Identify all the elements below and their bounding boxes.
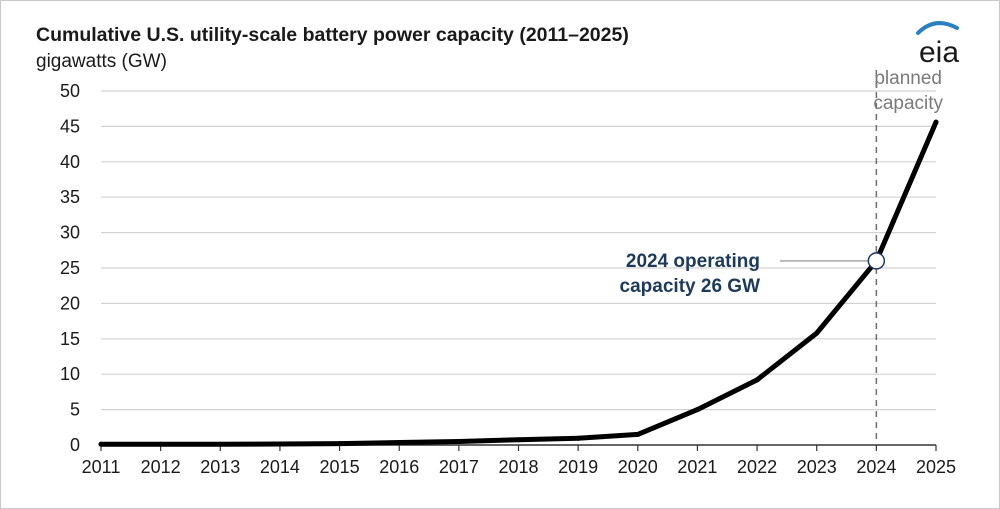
x-tick-label: 2020 [618, 457, 658, 477]
y-tick-label: 5 [70, 400, 80, 420]
y-tick-label: 15 [60, 329, 80, 349]
x-tick-label: 2013 [200, 457, 240, 477]
x-tick-label: 2021 [677, 457, 717, 477]
annotation-line-2: capacity 26 GW [620, 276, 761, 297]
y-tick-label: 40 [60, 152, 80, 172]
y-tick-label: 0 [70, 435, 80, 455]
x-tick-label: 2025 [916, 457, 956, 477]
x-axis-ticks: 2011 2012 2013 2014 2015 2016 2017 2018 2019 2020… [82, 445, 956, 477]
eia-logo-text: eia [919, 36, 959, 69]
x-tick-label: 2024 [856, 457, 896, 477]
y-tick-label: 50 [60, 81, 80, 101]
capacity-series-line [98, 119, 939, 447]
planned-label-line-1: planned [874, 68, 942, 89]
unit-label: gigawatts (GW) [36, 51, 167, 72]
x-tick-label: 2017 [439, 457, 479, 477]
data-point [516, 437, 521, 443]
data-point [277, 441, 283, 447]
data-point [814, 330, 820, 336]
eia-logo-arc [916, 21, 959, 35]
data-point [694, 407, 700, 413]
y-tick-label: 25 [60, 258, 80, 278]
eia-logo: eia [916, 21, 959, 69]
y-tick-label: 20 [60, 293, 80, 313]
x-tick-label: 2019 [558, 457, 598, 477]
data-point [158, 441, 164, 447]
data-point [933, 119, 939, 125]
data-point [217, 441, 223, 447]
y-tick-label: 45 [60, 116, 80, 136]
x-tick-label: 2016 [379, 457, 419, 477]
y-axis-ticks: 0 5 10 15 20 25 30 35 40 45 50 [60, 81, 80, 455]
x-tick-label: 2023 [797, 457, 837, 477]
y-tick-label: 30 [60, 223, 80, 243]
data-point [754, 377, 760, 383]
annotation-marker [867, 252, 886, 270]
data-points [98, 119, 939, 447]
x-tick-label: 2011 [82, 457, 121, 477]
x-tick-label: 2018 [498, 457, 538, 477]
x-tick-label: 2012 [141, 457, 181, 477]
y-tick-label: 10 [60, 364, 80, 384]
data-point [575, 435, 581, 441]
data-point [456, 438, 462, 444]
annotation-line-1: 2024 operating [626, 251, 760, 272]
y-tick-label: 35 [60, 187, 80, 207]
data-point [396, 440, 402, 446]
data-point [635, 431, 641, 437]
data-point [337, 441, 343, 447]
chart-title: Cumulative U.S. utility-scale battery po… [36, 24, 629, 46]
gridlines [101, 90, 936, 446]
x-tick-label: 2014 [260, 457, 300, 477]
x-tick-label: 2022 [737, 457, 777, 477]
data-point [98, 441, 104, 447]
x-tick-label: 2015 [320, 457, 360, 477]
planned-label-line-2: capacity [873, 93, 943, 114]
